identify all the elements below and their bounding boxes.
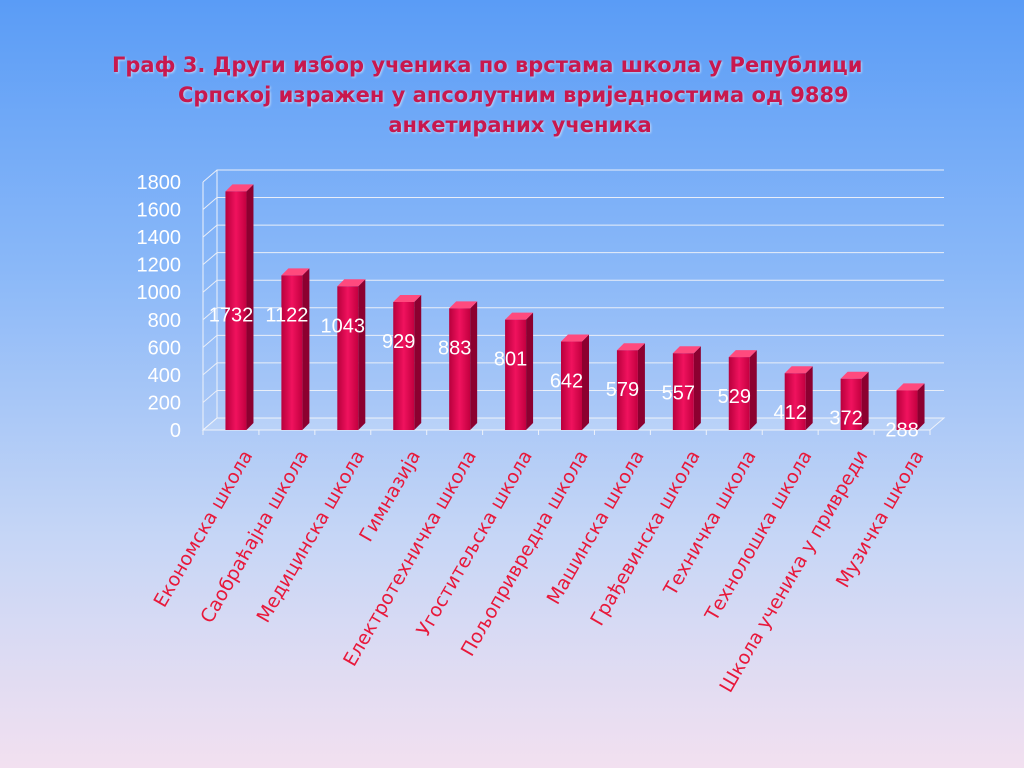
- bar: [561, 334, 589, 430]
- grid-line: [202, 307, 944, 321]
- bar: [393, 295, 422, 430]
- y-tick-label: 1000: [137, 282, 182, 304]
- grid-line: [202, 224, 944, 238]
- bar: [281, 268, 310, 430]
- bar: [505, 312, 534, 430]
- x-axis-category-label: Медицинска школа: [253, 447, 370, 627]
- data-label: 801: [494, 349, 527, 371]
- y-tick-label: 400: [148, 365, 181, 387]
- chart-title-line-2: Српској изражен у апсолутним вриједности…: [178, 83, 849, 107]
- data-label: 372: [829, 408, 862, 430]
- bar: [840, 371, 869, 430]
- y-axis-ticks: 0 200 400 600 800 1000 1200 1400 1600 1800: [137, 172, 182, 442]
- data-label: 883: [438, 337, 471, 359]
- data-label: 1122: [265, 304, 308, 326]
- y-tick-label: 1800: [137, 172, 182, 194]
- grid-line: [202, 169, 944, 183]
- y-tick-label: 1200: [137, 255, 182, 277]
- data-label: 1043: [321, 315, 366, 337]
- chart-title-line-1: Граф 3. Други избор ученика по врстама ш…: [112, 53, 863, 77]
- data-label: 642: [550, 371, 583, 393]
- x-axis-category-label: Машинска школа: [543, 447, 649, 609]
- y-tick-label: 1600: [137, 200, 182, 222]
- y-tick-label: 200: [148, 392, 181, 414]
- data-label: 529: [718, 386, 751, 408]
- x-axis-category-label: Грађевинска школа: [586, 447, 704, 630]
- y-tick-label: 800: [148, 310, 181, 332]
- y-tick-label: 0: [170, 420, 181, 442]
- data-label: 412: [774, 402, 807, 424]
- data-labels: 1732 1122 1043 929 883 801 642 579 557 529 412 372 2…: [209, 304, 919, 441]
- data-label: 579: [606, 379, 639, 401]
- data-label: 929: [382, 331, 415, 353]
- bar: [616, 343, 645, 430]
- grid-line: [202, 279, 944, 293]
- chart-title: Граф 3. Други избор ученика по врстама ш…: [100, 50, 930, 140]
- x-axis-category-label: Економска школа: [150, 447, 258, 612]
- bar: [225, 184, 254, 430]
- x-axis-category-label: Технолошка школа: [700, 447, 816, 626]
- bar: [784, 366, 813, 430]
- bar: [449, 301, 478, 430]
- chart-title-line-3: анкетираних ученика: [388, 113, 652, 137]
- data-label: 1732: [209, 304, 254, 326]
- bar: [896, 383, 925, 430]
- data-label: 557: [662, 382, 695, 404]
- grid-line: [202, 197, 944, 210]
- grid-line: [202, 252, 944, 266]
- bar: [337, 279, 366, 430]
- bars: [225, 184, 925, 430]
- y-tick-label: 1400: [137, 227, 182, 249]
- bar: [728, 350, 757, 430]
- y-tick-label: 600: [148, 337, 181, 359]
- bar: [672, 346, 701, 430]
- data-label: 288: [885, 419, 918, 441]
- x-axis-category-label: Саобраћајна школа: [196, 447, 313, 627]
